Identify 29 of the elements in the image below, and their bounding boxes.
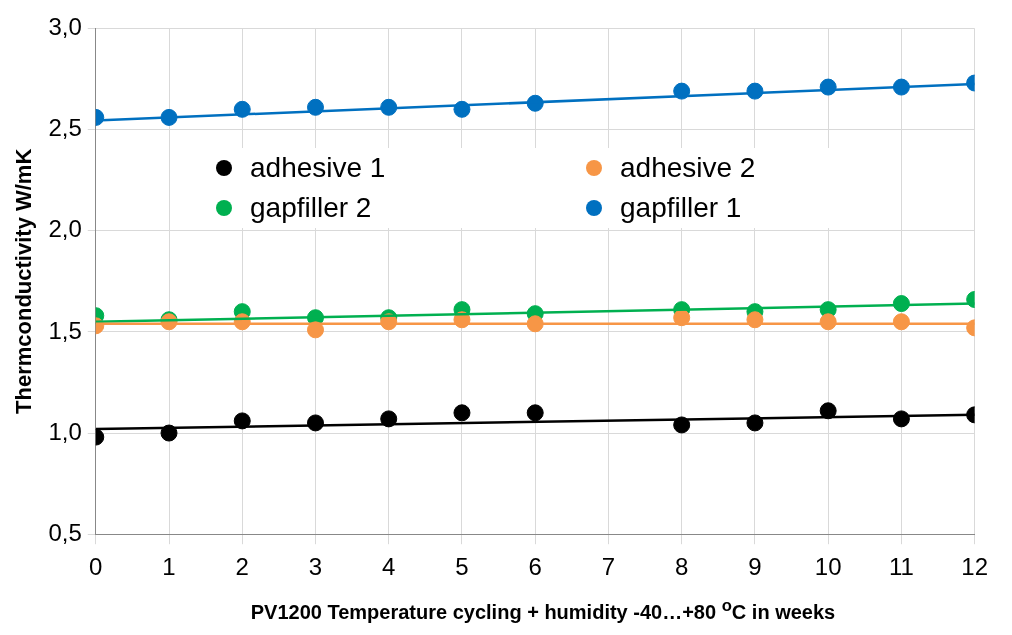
x-tick-label: 6 (528, 553, 542, 581)
x-tick-label: 7 (601, 553, 616, 581)
x-tick-label: 5 (455, 553, 469, 581)
x-tick-label: 0 (89, 553, 103, 581)
x-tick-label: 2 (235, 553, 249, 581)
x-tick-label: 11 (888, 553, 914, 581)
point (819, 402, 837, 420)
y-tick-label: 0,5 (48, 518, 82, 546)
legend-label: adhesive 1 (250, 152, 386, 184)
point (453, 404, 471, 422)
x-tick-label: 12 (961, 553, 988, 581)
legend-label: adhesive 2 (620, 152, 756, 184)
x-tick-label: 1 (162, 553, 176, 581)
x-axis-title: PV1200 Temperature cycling + humidity -40…+80 $^{o}$C in weeks (249, 595, 837, 625)
y-tick-label: 1,5 (48, 316, 82, 344)
y-axis-title: Thermconductivity W/mK (11, 148, 37, 414)
x-tick-label: 8 (675, 553, 689, 581)
y-tick-label: 2,5 (48, 114, 82, 142)
x-tick-label: 9 (748, 553, 762, 581)
point (306, 321, 324, 339)
legend-label: gapfiller 2 (250, 192, 372, 224)
legend-label: gapfiller 1 (620, 192, 742, 224)
y-tick-label: 2,0 (48, 215, 82, 243)
x-tick-label: 10 (814, 553, 842, 581)
point (526, 404, 544, 422)
y-tick-label: 1,0 (48, 417, 82, 445)
y-tick-label: 3,0 (48, 13, 82, 41)
x-tick-label: 3 (308, 553, 323, 581)
x-tick-label: 4 (382, 553, 396, 581)
